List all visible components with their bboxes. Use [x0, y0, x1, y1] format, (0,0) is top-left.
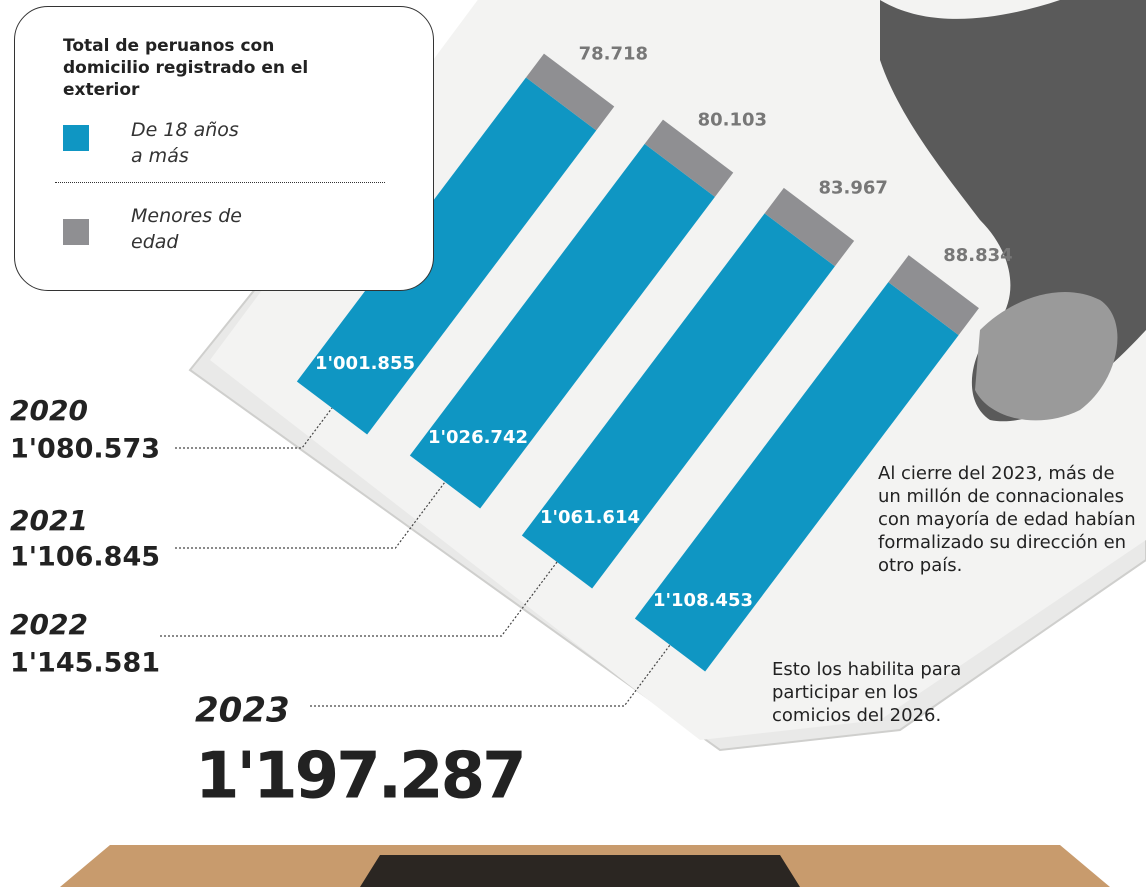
leader-line: [310, 644, 671, 707]
leader-line: [175, 407, 333, 449]
year-label: 2022: [10, 608, 88, 641]
bar-segment: [888, 255, 979, 336]
legend-title: Total de peruanos con domicilio registra…: [63, 36, 309, 100]
bar-group: [634, 255, 979, 672]
bar-segment: [296, 77, 597, 435]
bar-group: [521, 187, 855, 589]
bar-group: [296, 53, 615, 435]
leader-line: [175, 481, 446, 549]
value-label: 1'026.742: [428, 427, 528, 448]
legend-label: De 18 años a más: [131, 119, 239, 167]
thumb: [975, 291, 1118, 421]
ballot-slot: [360, 855, 800, 887]
value-label: 1'001.855: [315, 353, 415, 374]
total-label: 1'080.573: [10, 434, 160, 465]
legend-swatch: [63, 125, 89, 151]
leader-line: [160, 561, 558, 637]
year-label: 2023: [195, 691, 290, 731]
year-label: 2020: [10, 394, 88, 427]
bar-segment: [409, 143, 715, 509]
year-label: 2021: [10, 504, 88, 537]
legend-swatch: [63, 219, 89, 245]
bar-group: [409, 119, 734, 509]
value-label: 83.967: [818, 178, 887, 199]
legend: Total de peruanos con domicilio registra…: [14, 6, 434, 291]
annotation: Al cierre del 2023, más de un millón de …: [878, 463, 1136, 576]
value-label: 80.103: [698, 110, 767, 131]
value-label: 78.718: [579, 44, 648, 65]
legend-label: Menores de edad: [131, 205, 242, 253]
total-label: 1'106.845: [10, 542, 160, 573]
bar-segment: [634, 282, 959, 672]
value-label: 1'061.614: [540, 507, 640, 528]
bars: 1'001.855 78.718 2020 1'080.573 1'026.742 80.…: [10, 44, 1013, 814]
bar-segment: [521, 213, 835, 589]
total-label: 1'145.581: [10, 648, 160, 679]
bar-segment: [764, 187, 855, 267]
value-label: 1'108.453: [653, 590, 753, 611]
legend-separator: [55, 182, 385, 183]
bar-segment: [644, 119, 734, 197]
annotation: Esto los habilita para participar en los…: [772, 659, 962, 726]
total-label: 1'197.287: [195, 740, 524, 814]
value-label: 88.834: [943, 245, 1012, 266]
bar-segment: [525, 53, 615, 131]
